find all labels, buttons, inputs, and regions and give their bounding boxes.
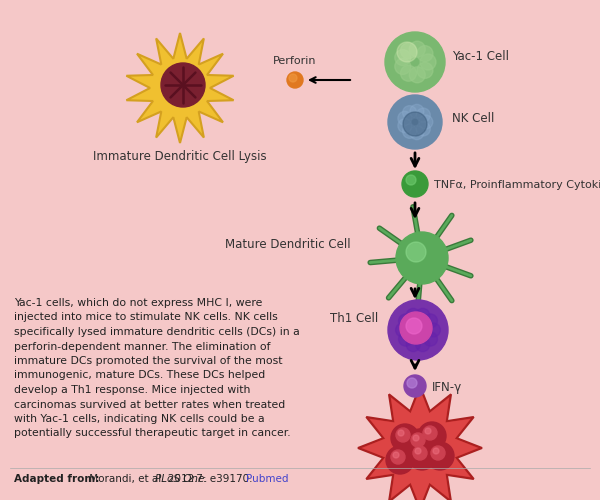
Circle shape	[403, 124, 416, 138]
Circle shape	[416, 108, 430, 122]
Text: Mature Dendritic Cell: Mature Dendritic Cell	[225, 238, 350, 252]
Circle shape	[403, 112, 427, 136]
Text: immunogenic, mature DCs. These DCs helped: immunogenic, mature DCs. These DCs helpe…	[14, 370, 265, 380]
Circle shape	[406, 338, 420, 351]
Circle shape	[413, 446, 427, 460]
Text: Immature Dendritic Cell Lysis: Immature Dendritic Cell Lysis	[93, 150, 267, 163]
Circle shape	[398, 430, 404, 436]
Circle shape	[393, 452, 399, 458]
Text: Adapted from:: Adapted from:	[14, 474, 100, 484]
Circle shape	[403, 106, 416, 120]
Circle shape	[287, 72, 303, 88]
Circle shape	[395, 58, 411, 74]
Circle shape	[417, 62, 433, 78]
Circle shape	[408, 442, 436, 470]
Circle shape	[427, 323, 440, 337]
Circle shape	[407, 378, 417, 388]
Circle shape	[425, 428, 431, 434]
Circle shape	[415, 448, 421, 454]
Circle shape	[411, 433, 425, 447]
Text: perforin-dependent manner. The elimination of: perforin-dependent manner. The eliminati…	[14, 342, 271, 351]
Circle shape	[396, 232, 448, 284]
Circle shape	[423, 426, 437, 440]
Circle shape	[409, 41, 425, 57]
Circle shape	[397, 42, 417, 62]
Circle shape	[395, 50, 411, 66]
Text: specifically lysed immature dendritic cells (DCs) in a: specifically lysed immature dendritic ce…	[14, 327, 300, 337]
Circle shape	[418, 422, 446, 450]
Circle shape	[400, 312, 432, 344]
Text: potentially successful therapeutic target in cancer.: potentially successful therapeutic targe…	[14, 428, 290, 438]
Text: Morandi, et al. 2012.: Morandi, et al. 2012.	[86, 474, 201, 484]
Text: develop a Th1 response. Mice injected with: develop a Th1 response. Mice injected wi…	[14, 385, 250, 395]
Circle shape	[416, 122, 430, 136]
Text: with Yac-1 cells, indicating NK cells could be a: with Yac-1 cells, indicating NK cells co…	[14, 414, 265, 424]
Circle shape	[420, 54, 436, 70]
Text: Perforin: Perforin	[273, 56, 317, 66]
Circle shape	[433, 448, 439, 454]
Circle shape	[419, 115, 433, 129]
Text: immature DCs promoted the survival of the most: immature DCs promoted the survival of th…	[14, 356, 283, 366]
Circle shape	[416, 308, 430, 322]
Circle shape	[424, 332, 437, 346]
Polygon shape	[127, 33, 233, 143]
Circle shape	[395, 323, 410, 337]
Polygon shape	[358, 386, 482, 500]
Circle shape	[431, 446, 445, 460]
Text: 7: e39170.: 7: e39170.	[193, 474, 256, 484]
Circle shape	[426, 442, 454, 470]
Circle shape	[401, 42, 416, 58]
Text: Yac-1 cells, which do not express MHC I, were: Yac-1 cells, which do not express MHC I,…	[14, 298, 262, 308]
Circle shape	[398, 332, 413, 346]
Circle shape	[388, 300, 448, 360]
Text: NK Cell: NK Cell	[452, 112, 494, 124]
Circle shape	[409, 67, 425, 83]
Circle shape	[404, 375, 426, 397]
Circle shape	[398, 112, 412, 126]
Circle shape	[396, 428, 410, 442]
Text: Th1 Cell: Th1 Cell	[330, 312, 378, 324]
Circle shape	[424, 314, 437, 328]
Text: carcinomas survived at better rates when treated: carcinomas survived at better rates when…	[14, 400, 285, 409]
Circle shape	[406, 242, 426, 262]
Circle shape	[388, 95, 442, 149]
Circle shape	[406, 175, 416, 185]
Circle shape	[406, 318, 422, 334]
Circle shape	[401, 66, 416, 82]
Circle shape	[161, 63, 205, 107]
Text: IFN-γ: IFN-γ	[432, 380, 462, 394]
Circle shape	[398, 314, 413, 328]
Circle shape	[413, 435, 419, 441]
Circle shape	[398, 118, 412, 132]
Circle shape	[417, 46, 433, 62]
Circle shape	[410, 104, 424, 118]
Text: PLoS One.: PLoS One.	[155, 474, 208, 484]
Text: Yac-1 Cell: Yac-1 Cell	[452, 50, 509, 64]
Text: TNFα, Proinflammatory Cytokines: TNFα, Proinflammatory Cytokines	[434, 180, 600, 190]
Text: Pubmed: Pubmed	[246, 474, 289, 484]
Circle shape	[386, 446, 414, 474]
Circle shape	[391, 424, 419, 452]
Circle shape	[391, 450, 405, 464]
Circle shape	[402, 171, 428, 197]
Circle shape	[289, 74, 297, 82]
Polygon shape	[362, 390, 478, 500]
Circle shape	[410, 126, 424, 140]
Circle shape	[385, 32, 445, 92]
Circle shape	[406, 429, 434, 457]
Circle shape	[406, 308, 420, 322]
Text: injected into mice to stimulate NK cells. NK cells: injected into mice to stimulate NK cells…	[14, 312, 278, 322]
Circle shape	[416, 338, 430, 351]
